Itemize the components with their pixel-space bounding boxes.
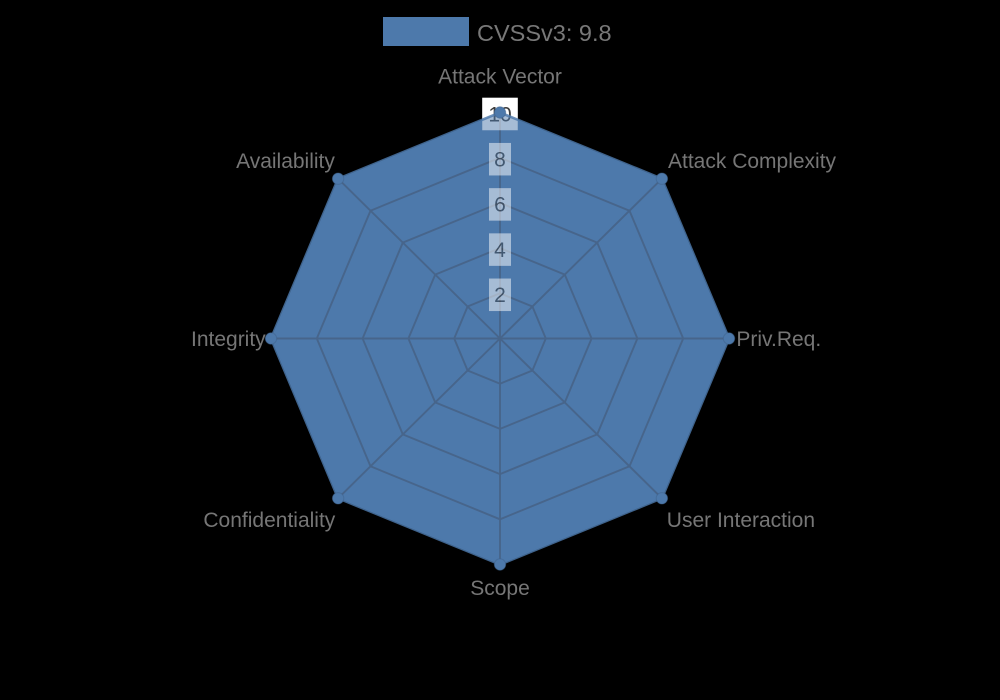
svg-text:CVSSv3: 9.8: CVSSv3: 9.8: [477, 20, 612, 46]
svg-text:User Interaction: User Interaction: [667, 509, 815, 532]
svg-text:8: 8: [494, 149, 506, 172]
svg-text:6: 6: [494, 194, 506, 217]
svg-text:4: 4: [494, 239, 506, 262]
svg-text:Availability: Availability: [236, 150, 335, 173]
svg-text:2: 2: [494, 284, 506, 307]
svg-text:Scope: Scope: [470, 577, 530, 600]
svg-text:Confidentiality: Confidentiality: [203, 509, 335, 532]
svg-text:Integrity: Integrity: [191, 328, 266, 351]
svg-text:Priv.Req.: Priv.Req.: [736, 328, 821, 351]
svg-text:Attack Complexity: Attack Complexity: [668, 150, 837, 173]
svg-text:Attack Vector: Attack Vector: [438, 65, 562, 88]
